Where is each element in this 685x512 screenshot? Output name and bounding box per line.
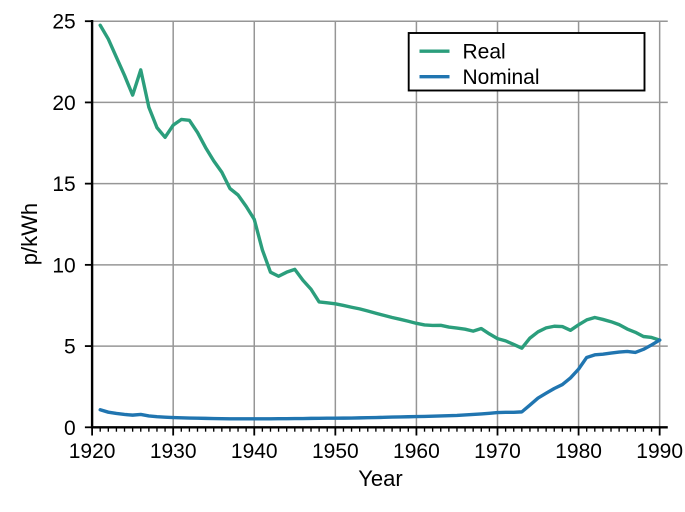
svg-text:p/kWh: p/kWh: [17, 203, 42, 265]
svg-text:1980: 1980: [555, 440, 602, 463]
svg-text:Year: Year: [358, 466, 402, 491]
svg-text:1930: 1930: [150, 440, 197, 463]
svg-text:1970: 1970: [474, 440, 521, 463]
svg-text:1940: 1940: [231, 440, 278, 463]
svg-text:1990: 1990: [636, 440, 683, 463]
svg-text:1950: 1950: [312, 440, 359, 463]
svg-text:Nominal: Nominal: [463, 66, 540, 89]
svg-text:Real: Real: [463, 41, 506, 64]
svg-text:20: 20: [52, 92, 75, 115]
svg-text:25: 25: [52, 11, 75, 34]
svg-text:1920: 1920: [69, 440, 116, 463]
svg-text:5: 5: [64, 336, 76, 359]
svg-text:15: 15: [52, 173, 75, 196]
svg-text:10: 10: [52, 254, 75, 277]
svg-text:1960: 1960: [393, 440, 440, 463]
svg-text:0: 0: [64, 417, 76, 440]
